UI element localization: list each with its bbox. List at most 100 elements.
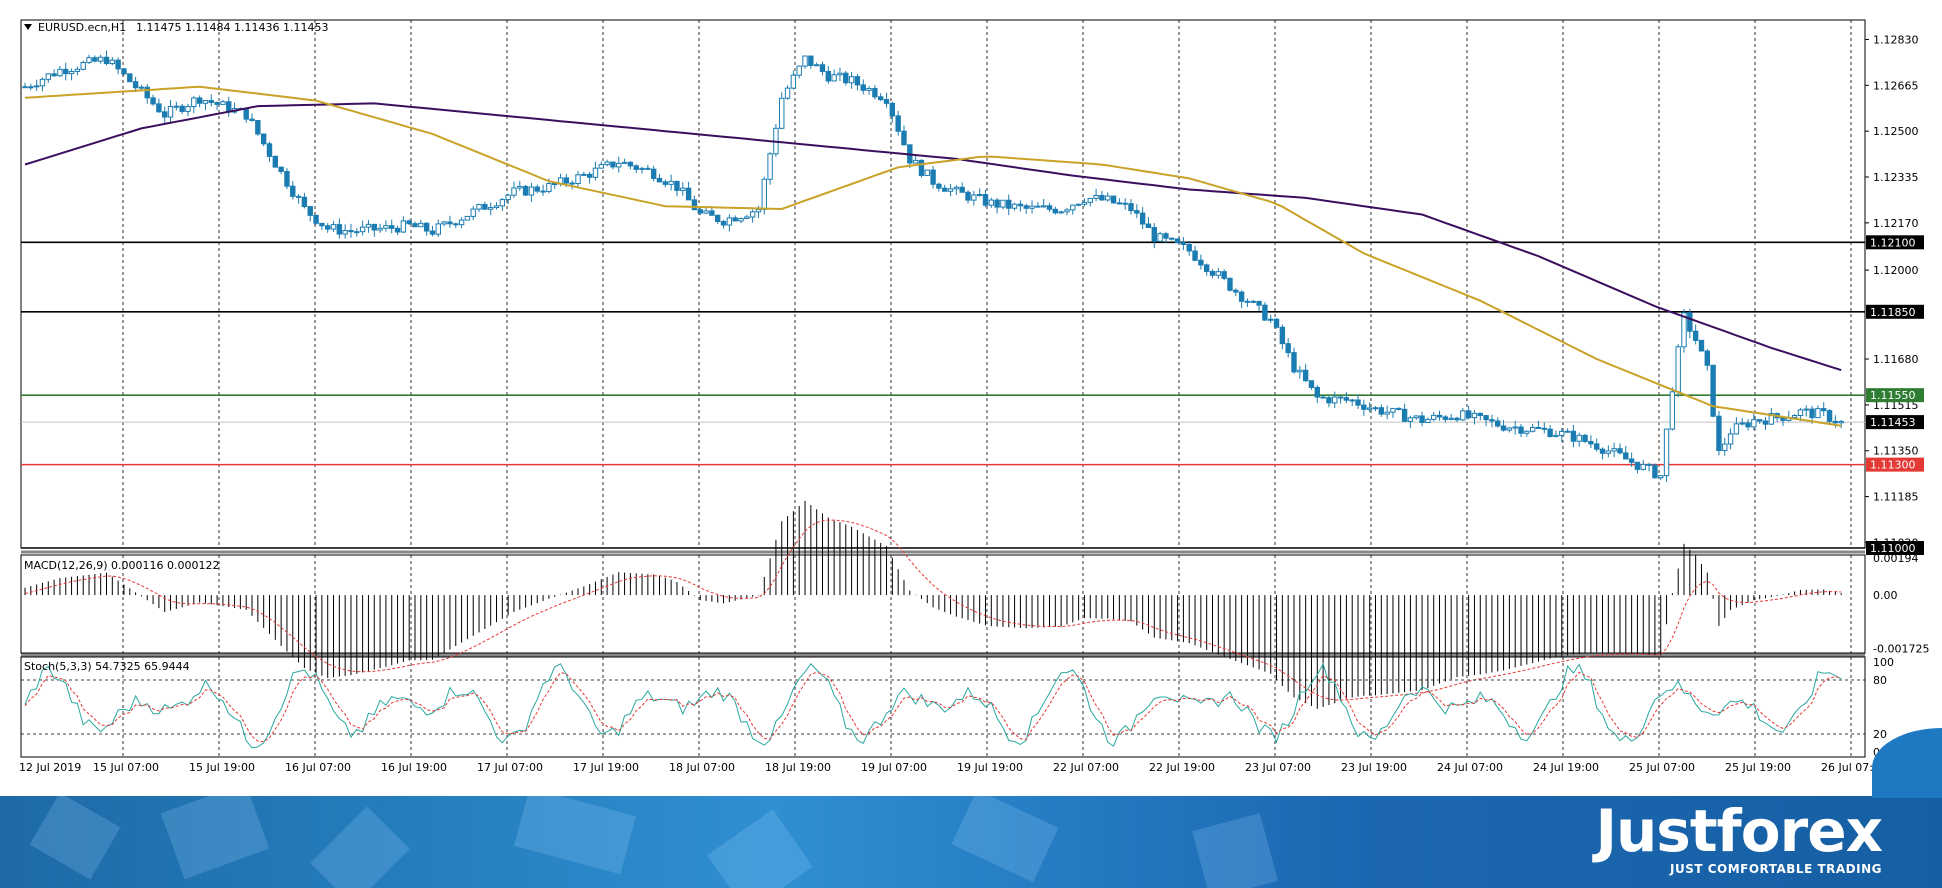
candle-body [534,186,540,192]
level-tag-1.11000 [1866,541,1924,555]
candle-body [243,108,249,120]
candle-body [1547,428,1553,438]
candle-body [1471,412,1478,419]
candle-body [1646,463,1652,466]
candle-body [1588,440,1594,445]
candle-body [371,223,377,231]
price-tick-label: 1.11350 [1873,445,1919,458]
x-tick-label: 22 Jul 19:00 [1149,761,1215,774]
candle-body [994,199,1000,208]
candle-body [1739,422,1745,425]
candle-body [214,101,220,105]
stoch-tick-label: 100 [1873,656,1894,669]
candle-body [400,220,407,233]
candle-body [1675,346,1681,393]
candle-body [45,73,51,80]
candle-body [336,224,343,235]
candle-body [1634,461,1641,470]
candle-body [1425,418,1431,424]
candle-body [912,159,919,164]
candle-body [1489,419,1495,422]
candle-body [825,70,832,82]
candle-body [1692,330,1699,341]
candle-body [1390,407,1396,413]
candle-body [1285,343,1291,354]
candle-body [1727,433,1734,445]
candle-body [1460,410,1466,421]
candle-body [1145,223,1152,229]
macd-panel-frame [20,554,1866,654]
candle-body [616,162,622,168]
price-tick-label: 1.12000 [1873,264,1919,277]
collapse-triangle-icon[interactable] [24,24,32,30]
candle-body [569,182,575,185]
candle-body [645,167,651,170]
candle-body [1617,448,1623,454]
candle-body [1500,425,1507,431]
candle-body [324,225,331,230]
candle-body [301,196,308,208]
time-axis: 12 Jul 2019 15 Jul 07:00 15 Jul 19:00 16 Ju… [19,761,1887,774]
candle-body [359,226,366,233]
candle-body [260,133,267,145]
candle-body [39,78,46,87]
x-tick-label: 17 Jul 07:00 [477,761,543,774]
candle-body [319,222,325,227]
x-tick-label: 25 Jul 19:00 [1725,761,1791,774]
candle-body [1623,452,1629,460]
candle-body [1663,428,1670,477]
candle-body [249,118,255,122]
candle-body [1832,420,1839,424]
candle-body [1099,194,1105,201]
candle-body [924,169,930,176]
candle-body [610,161,616,168]
candle-body [179,105,185,112]
candle-body [1431,414,1437,420]
candle-body [790,74,797,89]
candle-body [1332,396,1338,404]
candle-body [1477,412,1483,417]
x-tick-label: 22 Jul 07:00 [1053,761,1119,774]
level-labels: 1.12100 1.11850 1.11550 1.11453 1.11300 1.110… [1866,235,1924,555]
level-tag-1.11850 [1866,304,1924,319]
candle-body [295,195,302,198]
brand-footer: Justforex JUST COMFORTABLE TRADING [0,796,1942,888]
candle-body [761,178,767,210]
candle-body [1046,205,1053,210]
candle-body [505,194,511,201]
price-tick-label: 1.11185 [1873,491,1919,504]
candle-body [167,105,174,118]
stoch-main-line [24,662,1842,749]
candle-body [418,222,424,228]
brand-logo[interactable]: Justforex JUST COMFORTABLE TRADING [1595,796,1883,876]
candle-body [819,64,826,72]
x-tick-label: 15 Jul 07:00 [93,761,159,774]
candle-body [272,155,279,168]
brand-tagline: JUST COMFORTABLE TRADING [1669,862,1882,876]
candle-body [1064,209,1070,213]
candle-body [901,130,907,146]
level-label: 1.11850 [1870,306,1916,319]
candle-body [1273,318,1280,328]
candle-body [1535,426,1542,429]
candle-body [57,68,63,77]
candle-body [1320,396,1326,399]
candle-body [744,216,750,219]
candle-body [1349,399,1355,402]
candle-body [1157,233,1163,242]
candle-body [1722,443,1728,452]
candle-body [1291,352,1297,373]
candle-body [697,209,703,214]
candle-body [412,223,418,228]
ma-slow-line [24,102,1842,372]
candle-body [1035,205,1041,208]
candle-body [127,73,133,83]
candle-body [1017,203,1024,207]
candle-body [365,223,372,228]
candle-body [971,194,977,201]
candle-body [150,97,156,105]
candle-body [988,199,995,206]
candle-body [97,56,104,62]
candle-body [196,97,203,104]
candle-body [1052,208,1059,214]
